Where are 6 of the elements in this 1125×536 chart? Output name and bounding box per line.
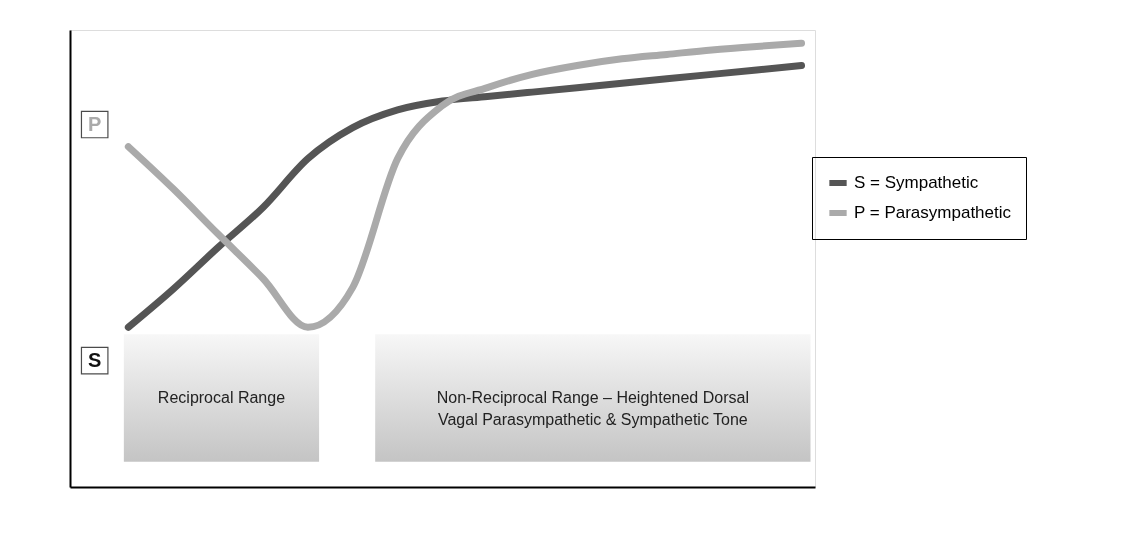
- annotation: Reciprocal Range: [157, 389, 286, 407]
- annotation: P: [88, 112, 102, 135]
- legend-label: P = Parasympathetic: [854, 203, 1012, 222]
- annotation: Non-Reciprocal Range – Heightened Dorsal Vagal Parasympathetic & Sympathetic Tone: [436, 389, 749, 429]
- annotation: S: [88, 348, 102, 371]
- legend-label: S = Sympathetic: [854, 173, 979, 192]
